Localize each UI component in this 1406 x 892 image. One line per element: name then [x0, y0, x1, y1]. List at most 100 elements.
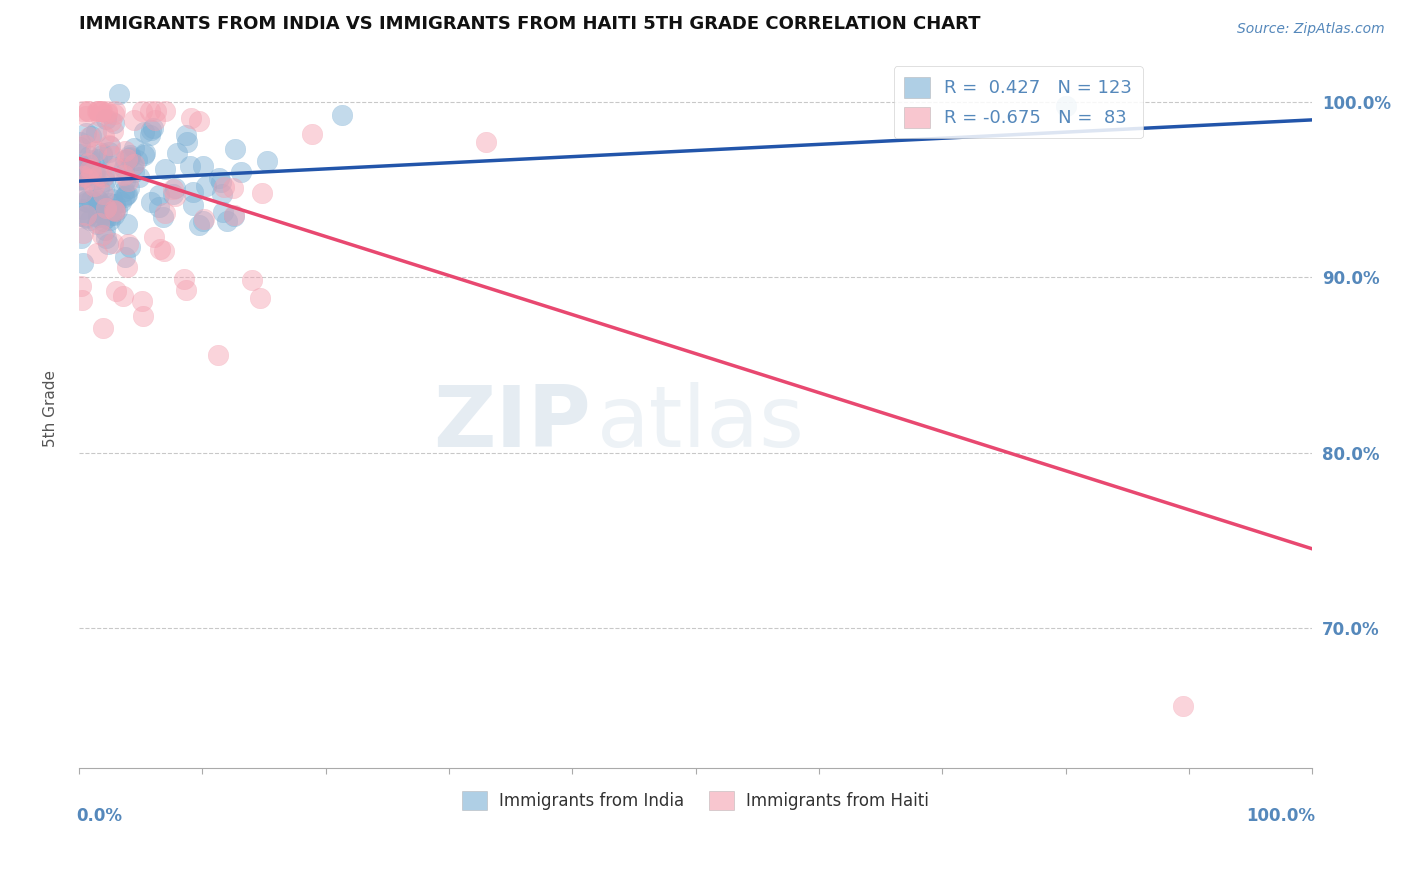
Point: [176, 136, 198, 150]
Point: [122, 165, 145, 179]
Point: [128, 169, 150, 184]
Point: [97, 236, 120, 251]
Point: [301, 127, 323, 141]
Point: [163, 181, 186, 195]
Point: [179, 159, 201, 173]
Point: [91, 228, 114, 243]
Legend: Immigrants from India, Immigrants from Haiti: Immigrants from India, Immigrants from H…: [456, 785, 935, 817]
Point: [98, 138, 121, 153]
Point: [143, 230, 166, 244]
Point: [79, 193, 101, 207]
Point: [222, 208, 245, 222]
Point: [89, 216, 111, 230]
Point: [75, 208, 97, 222]
Point: [162, 187, 184, 202]
Point: [193, 211, 215, 226]
Point: [112, 161, 135, 175]
Point: [114, 174, 136, 188]
Point: [131, 310, 153, 324]
Point: [93, 199, 115, 213]
Point: [166, 146, 188, 161]
Point: [101, 159, 124, 173]
Point: [103, 107, 125, 121]
Point: [93, 174, 115, 188]
Point: [75, 160, 97, 174]
Point: [188, 114, 211, 128]
Point: [98, 138, 121, 153]
Point: [148, 242, 170, 256]
Point: [153, 104, 176, 119]
Point: [208, 171, 231, 186]
Point: [91, 169, 114, 184]
Point: [122, 159, 145, 173]
Point: [79, 149, 101, 163]
Point: [100, 209, 122, 223]
Point: [112, 168, 135, 182]
Point: [93, 321, 115, 335]
Text: IMMIGRANTS FROM INDIA VS IMMIGRANTS FROM HAITI 5TH GRADE CORRELATION CHART: IMMIGRANTS FROM INDIA VS IMMIGRANTS FROM…: [79, 15, 980, 33]
Point: [139, 123, 162, 137]
Point: [145, 104, 167, 119]
Point: [96, 104, 118, 119]
Point: [83, 179, 105, 194]
Point: [70, 279, 93, 293]
Point: [83, 165, 105, 179]
Point: [224, 210, 246, 224]
Point: [69, 135, 91, 149]
Point: [101, 124, 124, 138]
Point: [77, 104, 100, 119]
Point: [87, 198, 110, 212]
Point: [224, 142, 246, 156]
Point: [94, 201, 117, 215]
Point: [72, 162, 94, 177]
Text: 100.0%: 100.0%: [1246, 807, 1315, 825]
Point: [212, 180, 235, 194]
Point: [86, 104, 108, 119]
Point: [229, 165, 252, 179]
Point: [69, 146, 91, 161]
Point: [125, 153, 148, 168]
Point: [134, 125, 156, 139]
Point: [132, 147, 155, 161]
Point: [69, 172, 91, 186]
Point: [131, 294, 153, 309]
Point: [84, 171, 107, 186]
Point: [77, 168, 100, 182]
Point: [114, 188, 136, 202]
Point: [70, 185, 93, 199]
Point: [79, 161, 101, 176]
Point: [148, 187, 170, 202]
Point: [98, 145, 121, 159]
Point: [70, 172, 93, 186]
Point: [1171, 699, 1194, 714]
Point: [139, 128, 162, 142]
Point: [86, 192, 108, 206]
Point: [174, 128, 197, 142]
Point: [249, 291, 271, 305]
Point: [115, 217, 138, 231]
Point: [84, 165, 107, 179]
Point: [131, 104, 153, 119]
Point: [94, 231, 117, 245]
Point: [69, 186, 91, 201]
Point: [87, 168, 110, 182]
Point: [69, 168, 91, 182]
Point: [174, 283, 197, 297]
Text: ZIP: ZIP: [433, 382, 591, 465]
Point: [118, 148, 141, 162]
Point: [173, 271, 195, 285]
Point: [252, 186, 274, 200]
Point: [193, 159, 215, 173]
Point: [221, 181, 243, 195]
Point: [73, 194, 96, 208]
Point: [103, 208, 125, 222]
Point: [117, 174, 139, 188]
Point: [73, 138, 96, 153]
Point: [100, 113, 122, 128]
Point: [101, 235, 124, 250]
Point: [142, 120, 165, 135]
Point: [104, 197, 127, 211]
Point: [153, 161, 176, 176]
Point: [110, 194, 132, 209]
Point: [103, 116, 125, 130]
